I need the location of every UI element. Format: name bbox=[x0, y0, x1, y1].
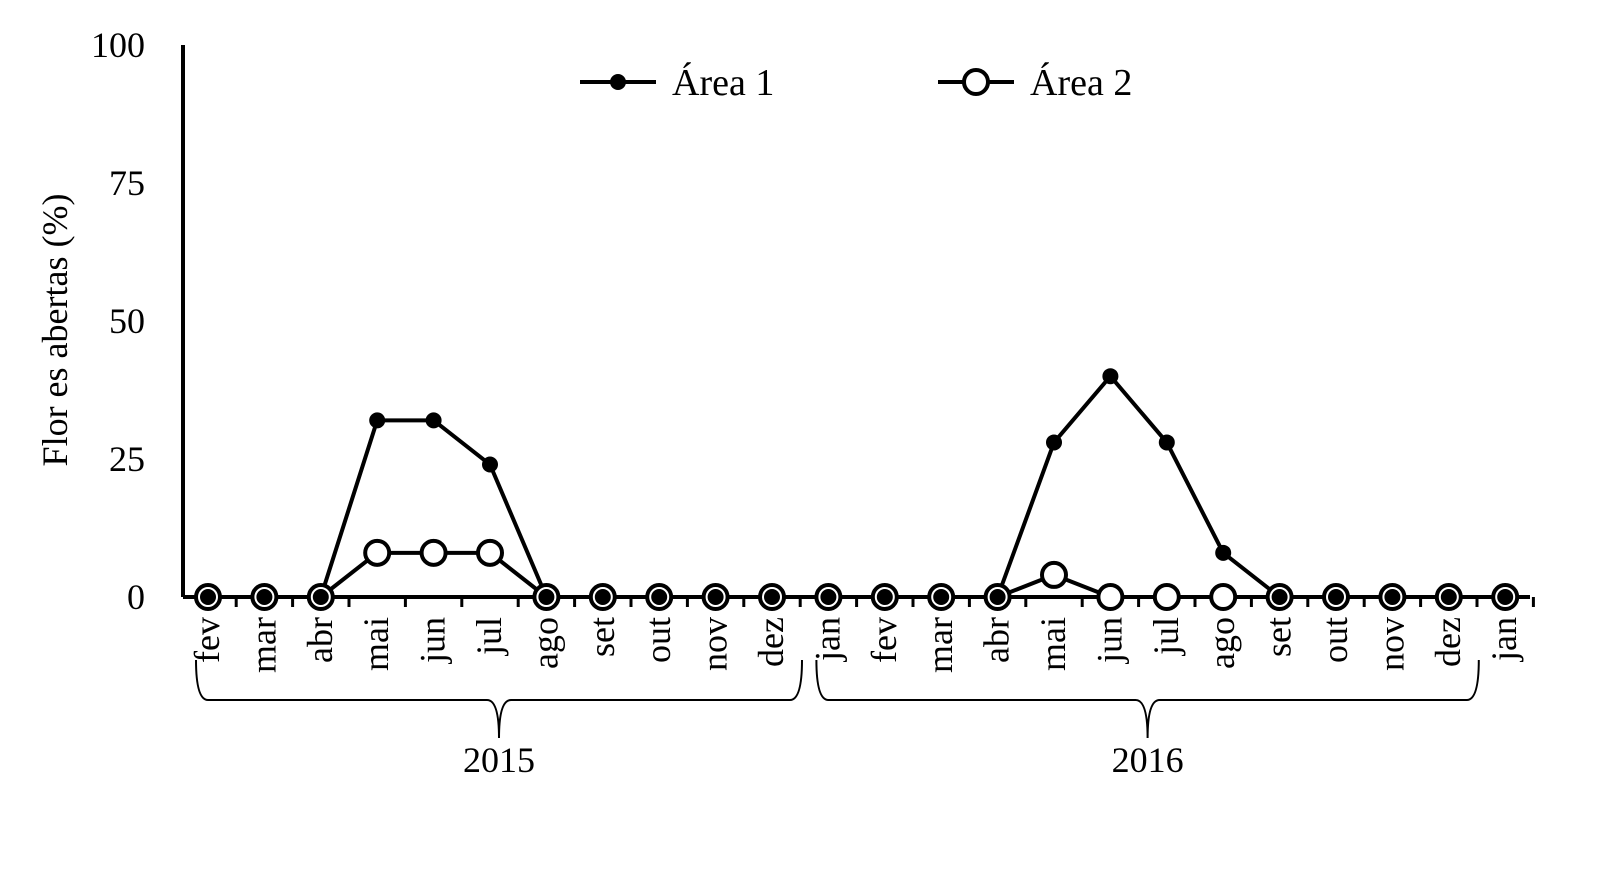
year-label: 2015 bbox=[463, 740, 535, 780]
data-point-area-1 bbox=[538, 589, 555, 605]
month-label: ago bbox=[1202, 617, 1242, 669]
data-point-area-2 bbox=[1152, 583, 1181, 611]
data-point-area-1 bbox=[933, 589, 950, 605]
y-tick-label: 75 bbox=[109, 163, 145, 203]
data-point-area-1 bbox=[1158, 434, 1175, 451]
month-label: jun bbox=[413, 617, 453, 665]
year-label: 2016 bbox=[1112, 740, 1184, 780]
data-point-area-1 bbox=[1384, 589, 1401, 605]
data-point-area-1 bbox=[1215, 544, 1232, 561]
legend-marker-2 bbox=[962, 68, 990, 96]
series-layer bbox=[194, 368, 1520, 611]
data-point-area-1 bbox=[1497, 589, 1514, 605]
month-label: mar bbox=[920, 617, 960, 673]
month-label: nov bbox=[695, 617, 735, 671]
month-label: jun bbox=[1089, 617, 1129, 665]
data-point-area-2 bbox=[419, 538, 448, 567]
year-brace bbox=[815, 659, 1480, 739]
data-point-area-2 bbox=[1209, 583, 1238, 611]
month-label: fev bbox=[864, 617, 904, 663]
month-label: out bbox=[1315, 617, 1355, 663]
data-point-area-2 bbox=[363, 538, 392, 567]
data-point-area-1 bbox=[200, 589, 216, 605]
month-label: set bbox=[1259, 617, 1299, 657]
data-point-area-1 bbox=[594, 589, 611, 605]
month-label: abr bbox=[977, 617, 1017, 663]
series-line-2 bbox=[208, 550, 1506, 599]
month-label: jan bbox=[1484, 617, 1524, 663]
data-point-area-1 bbox=[425, 412, 442, 429]
data-point-area-2 bbox=[1096, 583, 1125, 611]
y-tick-label: 25 bbox=[109, 439, 145, 479]
legend-marker-1 bbox=[610, 74, 626, 90]
month-label: fev bbox=[187, 617, 227, 663]
year-brace bbox=[195, 659, 803, 739]
month-label: mai bbox=[356, 617, 396, 671]
month-label: set bbox=[582, 617, 622, 657]
legend-label-1: Área 1 bbox=[672, 62, 774, 104]
data-point-area-1 bbox=[256, 589, 273, 605]
data-point-area-1 bbox=[369, 412, 386, 429]
data-point-area-1 bbox=[312, 589, 329, 605]
legend: Área 1 Área 2 bbox=[580, 62, 1132, 104]
data-point-area-1 bbox=[876, 589, 893, 605]
data-point-area-2 bbox=[1040, 560, 1068, 589]
legend-label-2: Área 2 bbox=[1030, 62, 1132, 104]
data-point-area-1 bbox=[989, 589, 1006, 605]
month-label: mai bbox=[1033, 617, 1073, 671]
month-label: nov bbox=[1371, 617, 1411, 671]
month-label: jan bbox=[807, 617, 847, 663]
month-label: dez bbox=[751, 617, 791, 667]
month-label: out bbox=[638, 617, 678, 663]
series-line-1 bbox=[208, 374, 1506, 599]
data-point-area-1 bbox=[820, 589, 837, 605]
data-point-area-1 bbox=[764, 589, 780, 605]
y-tick-label: 100 bbox=[91, 25, 145, 65]
data-point-area-1 bbox=[1328, 589, 1344, 605]
y-axis-label: Flor es abertas (%) bbox=[35, 194, 75, 467]
month-label: abr bbox=[300, 617, 340, 663]
y-tick-label: 50 bbox=[109, 301, 145, 341]
data-point-area-1 bbox=[1046, 434, 1062, 451]
data-point-area-2 bbox=[476, 538, 504, 567]
data-point-area-1 bbox=[482, 456, 498, 473]
data-point-area-1 bbox=[651, 589, 668, 605]
data-point-area-1 bbox=[1102, 368, 1119, 385]
month-label: ago bbox=[525, 617, 565, 669]
month-label: jul bbox=[469, 617, 509, 657]
data-point-area-1 bbox=[1271, 589, 1288, 605]
data-point-area-1 bbox=[707, 589, 724, 605]
month-label: mar bbox=[243, 617, 283, 673]
y-tick-label: 0 bbox=[127, 577, 145, 617]
month-label: jul bbox=[1146, 617, 1186, 657]
data-point-area-1 bbox=[1440, 589, 1457, 605]
month-label: dez bbox=[1428, 617, 1468, 667]
